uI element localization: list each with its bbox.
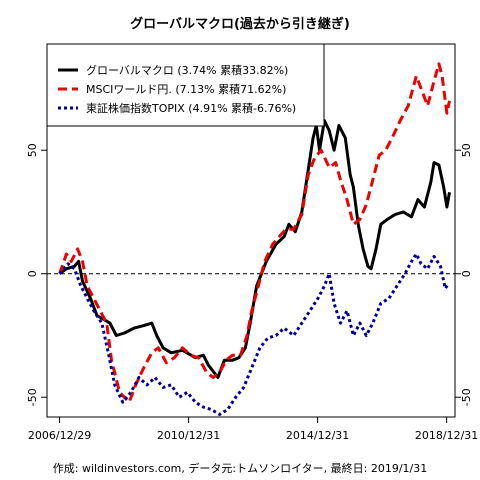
legend-label-topix: 東証株価指数TOPIX (4.91% 累積-6.76%) [86,101,296,115]
legend-box [46,43,325,127]
series-line-topix [58,252,450,416]
series-line-global-macro [58,119,451,379]
series-line-msci-world [58,62,451,404]
x-tick-label: 2010/12/31 [157,429,220,442]
y-tick-label-right: 50 [460,143,473,157]
y-tick-label-left: 50 [26,143,39,157]
y-tick-label-right: 0 [460,270,473,277]
y-tick-label-left: -50 [26,388,39,406]
legend-label-global-macro: グローバルマクロ (3.74% 累積33.82%) [86,63,288,77]
legend-label-msci-world: MSCIワールド円. (7.13% 累積71.62%) [86,82,286,96]
x-tick-label: 2014/12/31 [286,429,349,442]
chart-title: グローバルマクロ(過去から引き継ぎ) [130,16,350,32]
x-tick-label: 2018/12/31 [415,429,478,442]
legend: グローバルマクロ (3.74% 累積33.82%) MSCIワールド円. (7.… [46,43,325,127]
y-tick-label-left: 0 [26,270,39,277]
x-tick-label: 2006/12/29 [28,429,91,442]
y-tick-label-right: -50 [460,388,473,406]
chart-footer: 作成: wildinvestors.com, データ元:トムソンロイター, 最終… [53,461,427,475]
